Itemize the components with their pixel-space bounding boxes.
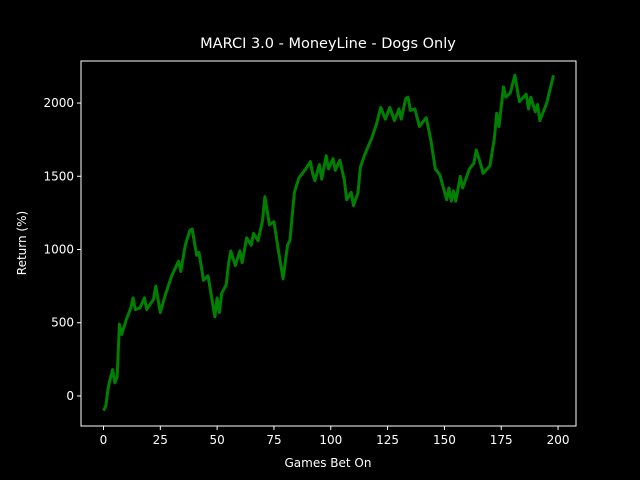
x-tick-label: 0 — [100, 433, 108, 447]
x-tick-label: 175 — [490, 433, 513, 447]
chart-title: MARCI 3.0 - MoneyLine - Dogs Only — [200, 36, 456, 52]
plot-frame — [80, 60, 577, 427]
x-tick-label: 50 — [209, 433, 224, 447]
y-axis-label: Return (%) — [15, 211, 29, 275]
y-tick-label: 0 — [66, 389, 74, 403]
x-tick-label: 100 — [319, 433, 342, 447]
x-tick-label: 125 — [376, 433, 399, 447]
line — [102, 73, 555, 412]
x-tick-label: 25 — [153, 433, 168, 447]
y-tick-label: 1000 — [43, 243, 74, 257]
y-tick-label: 1500 — [43, 169, 74, 183]
x-tick-label: 75 — [266, 433, 281, 447]
x-axis-label: Games Bet On — [285, 456, 372, 470]
x-tick-label: 150 — [433, 433, 456, 447]
y-tick-label: 2000 — [43, 96, 74, 110]
y-tick-label: 500 — [51, 316, 74, 330]
x-tick-label: 200 — [547, 433, 570, 447]
